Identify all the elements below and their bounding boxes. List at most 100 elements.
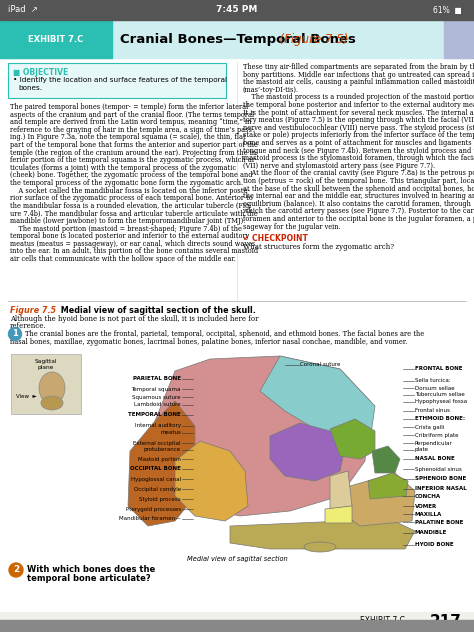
Text: Crista galli: Crista galli xyxy=(415,425,444,430)
Text: tongue and neck (see Figure 7.4b). Between the styloid process and the: tongue and neck (see Figure 7.4b). Betwe… xyxy=(243,147,474,155)
Text: mandible (lower jawbone) to form the temporomandibular joint (TMJ).: mandible (lower jawbone) to form the tem… xyxy=(10,217,246,225)
Text: nasal bones, maxillae, zygomatic bones, lacrimal bones, palatine bones, inferior: nasal bones, maxillae, zygomatic bones, … xyxy=(10,338,407,346)
Text: reference to the graying of hair in the temple area, a sign of time’s pass-: reference to the graying of hair in the … xyxy=(10,126,254,134)
Text: sageway for the jugular vein.: sageway for the jugular vein. xyxy=(243,222,341,231)
Text: Figure 7.5: Figure 7.5 xyxy=(10,306,56,315)
Text: tion (petrous = rock) of the temporal bone. This triangular part, located: tion (petrous = rock) of the temporal bo… xyxy=(243,177,474,185)
Text: With which bones does the: With which bones does the xyxy=(27,565,155,574)
Text: Frontal sinus: Frontal sinus xyxy=(415,408,450,413)
Text: the temporal process of the zygomatic bone form the zygomatic arch.: the temporal process of the zygomatic bo… xyxy=(10,179,243,187)
Text: meatus (meatus = passageway), or ear canal, which directs sound waves: meatus (meatus = passageway), or ear can… xyxy=(10,240,255,248)
Polygon shape xyxy=(260,356,375,446)
Text: ferior portion of the temporal squama is the zygomatic process, which ar-: ferior portion of the temporal squama is… xyxy=(10,156,257,164)
Text: (Figure 7.5): (Figure 7.5) xyxy=(272,32,348,46)
Polygon shape xyxy=(372,446,400,473)
Text: protuberance: protuberance xyxy=(144,447,181,453)
Text: External occipital: External occipital xyxy=(134,441,181,446)
Text: (VII) nerve and stylomastoid artery pass (see Figure 7.7).: (VII) nerve and stylomastoid artery pass… xyxy=(243,162,435,170)
Text: Sella turcica:: Sella turcica: xyxy=(415,379,451,384)
Polygon shape xyxy=(128,401,195,526)
Text: At the floor of the cranial cavity (see Figure 7.8a) is the petrous por-: At the floor of the cranial cavity (see … xyxy=(243,169,474,178)
Text: part of the temporal bone that forms the anterior and superior part of the: part of the temporal bone that forms the… xyxy=(10,141,258,149)
Text: at the base of the skull between the sphenoid and occipital bones, houses: at the base of the skull between the sph… xyxy=(243,185,474,193)
Text: Tuberculum sellae: Tuberculum sellae xyxy=(415,392,465,398)
Text: FRONTAL BONE: FRONTAL BONE xyxy=(415,367,463,372)
Text: reference.: reference. xyxy=(10,322,46,331)
Polygon shape xyxy=(340,473,415,526)
Text: Sphenoidal sinus: Sphenoidal sinus xyxy=(415,466,462,471)
Polygon shape xyxy=(330,471,352,509)
Polygon shape xyxy=(330,419,375,459)
Bar xyxy=(0,58,474,618)
Text: the temporal bone posterior and inferior to the external auditory meatus.: the temporal bone posterior and inferior… xyxy=(243,101,474,109)
Text: ing.) In Figure 7.3a, note the temporal squama (= scale), the thin, flat: ing.) In Figure 7.3a, note the temporal … xyxy=(10,133,246,142)
Ellipse shape xyxy=(39,372,65,404)
Text: plane: plane xyxy=(38,365,54,370)
Text: Squamous suture: Squamous suture xyxy=(133,394,181,399)
Circle shape xyxy=(9,327,21,341)
Text: The mastoid portion (mastoid = breast-shaped; Figure 7.4b) of the: The mastoid portion (mastoid = breast-sh… xyxy=(10,224,242,233)
Text: Occipital condyle: Occipital condyle xyxy=(134,487,181,492)
Text: Mastoid portion: Mastoid portion xyxy=(138,456,181,461)
Text: View  ►: View ► xyxy=(16,394,37,399)
Ellipse shape xyxy=(304,542,336,552)
Text: EXHIBIT 7.C: EXHIBIT 7.C xyxy=(360,616,405,625)
Text: (cheek) bone. Together, the zygomatic process of the temporal bone and: (cheek) bone. Together, the zygomatic pr… xyxy=(10,171,253,179)
Text: air cells that communicate with the hollow space of the middle ear.: air cells that communicate with the holl… xyxy=(10,255,236,263)
Text: iPad  ↗: iPad ↗ xyxy=(8,6,38,15)
Text: ticulates (forms a joint) with the temporal process of the zygomatic: ticulates (forms a joint) with the tempo… xyxy=(10,164,236,172)
Text: ✔ CHECKPOINT: ✔ CHECKPOINT xyxy=(243,234,308,243)
Text: EXHIBIT 7.C: EXHIBIT 7.C xyxy=(28,35,83,44)
Polygon shape xyxy=(270,423,345,481)
Ellipse shape xyxy=(41,396,63,410)
Text: Hypophyseal fossa: Hypophyseal fossa xyxy=(415,399,467,404)
Text: Coronal suture: Coronal suture xyxy=(300,362,340,367)
Text: MAXILLA: MAXILLA xyxy=(415,511,442,516)
Text: nerve and vestibulocochlear (VIII) nerve pass. The styloid process (styl- =: nerve and vestibulocochlear (VIII) nerve… xyxy=(243,124,474,132)
Text: • Identify the location and surface features of the temporal: • Identify the location and surface feat… xyxy=(13,77,227,83)
Text: MANDIBLE: MANDIBLE xyxy=(415,530,447,535)
Bar xyxy=(0,612,474,632)
Text: 61%  ■: 61% ■ xyxy=(433,6,462,15)
Text: tory meatus (Figure 7.5) is the opening through which the facial (VII): tory meatus (Figure 7.5) is the opening … xyxy=(243,116,474,125)
Text: the mastoid air cells, causing a painful inflammation called mastoiditis: the mastoid air cells, causing a painful… xyxy=(243,78,474,86)
Text: meatus: meatus xyxy=(160,430,181,435)
Text: Lambdoid suture: Lambdoid suture xyxy=(134,403,181,408)
Text: into the ear. In an adult, this portion of the bone contains several mastoid: into the ear. In an adult, this portion … xyxy=(10,247,258,255)
Text: The cranial bones are the frontal, parietal, temporal, occipital, sphenoid, and : The cranial bones are the frontal, parie… xyxy=(25,330,424,338)
Text: foramen and anterior to the occipital bone is the jugular foramen, a pas-: foramen and anterior to the occipital bo… xyxy=(243,215,474,223)
Text: ■ OBJECTIVE: ■ OBJECTIVE xyxy=(13,68,68,77)
Text: Styloid process: Styloid process xyxy=(139,497,181,502)
Polygon shape xyxy=(368,473,408,499)
Text: plate: plate xyxy=(415,447,429,453)
Polygon shape xyxy=(325,506,352,523)
Text: bone and serves as a point of attachment for muscles and ligaments of the: bone and serves as a point of attachment… xyxy=(243,139,474,147)
Text: mastoid process is the stylomastoid foramen, through which the facial: mastoid process is the stylomastoid fora… xyxy=(243,154,474,162)
Text: PARIETAL BONE: PARIETAL BONE xyxy=(133,377,181,382)
Circle shape xyxy=(9,563,23,577)
Text: The mastoid process is a rounded projection of the mastoid portion of: The mastoid process is a rounded project… xyxy=(243,94,474,101)
Text: bony partitions. Middle ear infections that go untreated can spread into: bony partitions. Middle ear infections t… xyxy=(243,71,474,78)
Bar xyxy=(8,351,466,551)
Text: What structures form the zygomatic arch?: What structures form the zygomatic arch? xyxy=(243,243,394,251)
Text: Cranial Bones—Temporal Bones: Cranial Bones—Temporal Bones xyxy=(120,32,356,46)
Polygon shape xyxy=(175,441,248,521)
Text: PALATINE BONE: PALATINE BONE xyxy=(415,520,464,525)
Text: INFERIOR NASAL: INFERIOR NASAL xyxy=(415,487,467,492)
Bar xyxy=(0,20,112,58)
Text: (mas’-toy-DI-tis).: (mas’-toy-DI-tis). xyxy=(243,86,299,94)
Text: bones.: bones. xyxy=(18,85,42,91)
Polygon shape xyxy=(230,519,415,549)
Text: TEMPORAL BONE: TEMPORAL BONE xyxy=(128,413,181,418)
Text: NASAL BONE: NASAL BONE xyxy=(415,456,455,461)
Text: temple (the region of the cranium around the ear). Projecting from the in-: temple (the region of the cranium around… xyxy=(10,149,258,157)
Text: ETHMOID BONE:: ETHMOID BONE: xyxy=(415,416,465,422)
Text: aspects of the cranium and part of the cranial floor. (The terms temporal: aspects of the cranium and part of the c… xyxy=(10,111,254,119)
Text: temporal bone is located posterior and inferior to the external auditory: temporal bone is located posterior and i… xyxy=(10,232,249,240)
Text: rior surface of the zygomatic process of each temporal bone. Anterior to: rior surface of the zygomatic process of… xyxy=(10,194,253,202)
Text: Perpendicular: Perpendicular xyxy=(415,441,453,446)
Text: VOMER: VOMER xyxy=(415,504,437,509)
Text: Pterygoid processes: Pterygoid processes xyxy=(126,506,181,511)
Text: ure 7.4b). The mandibular fossa and articular tubercle articulate with the: ure 7.4b). The mandibular fossa and arti… xyxy=(10,209,258,217)
Text: 217: 217 xyxy=(430,614,462,629)
